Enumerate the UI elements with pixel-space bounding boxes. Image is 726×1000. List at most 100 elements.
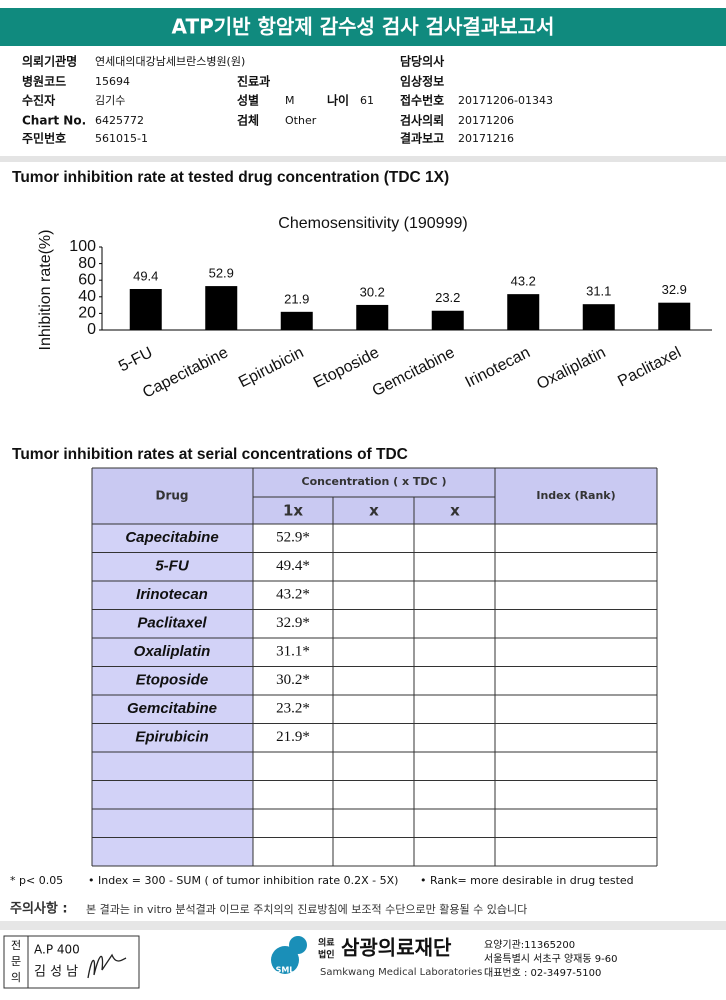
logo-circle [289,936,307,954]
info-value: 연세대의대강남세브란스병원(원) [95,55,245,68]
report-title: ATP기반 항암제 감수성 검사 검사결과보고서 [172,15,555,39]
bar [582,304,615,330]
y-tick-label: 40 [78,288,96,305]
info-label: 의뢰기관명 [22,54,77,69]
table-drug: Etoposide [136,672,209,689]
info-value: 6425772 [95,114,144,127]
logo-name: 삼광의료재단 [341,936,452,960]
info-label: 접수번호 [400,93,444,108]
table-drug: Irinotecan [136,586,208,603]
y-tick-label: 60 [78,271,96,288]
notice-label: 주의사항 : [10,901,68,917]
value-label: 31.1 [586,284,611,299]
footnote: * p< 0.05 [10,874,63,887]
info-value: 20171216 [458,132,514,145]
info-label: 나이 [327,93,349,108]
signature [87,953,127,979]
bar [658,302,691,330]
table-header: Concentration ( x TDC ) [302,475,447,488]
table-value: 49.4* [276,558,310,574]
y-tick-label: 80 [78,255,96,272]
info-label: 임상정보 [400,74,444,89]
value-label: 32.9 [662,282,687,297]
stamp-label: 전 [11,939,21,952]
value-label: 52.9 [209,266,234,281]
table-drug: Gemcitabine [127,700,217,717]
info-value: Other [285,114,317,127]
footnote: • Index = 300 - SUM ( of tumor inhibitio… [88,874,398,887]
table: Drug Concentration ( x TDC ) Index (Rank… [91,467,658,867]
table-value: 32.9* [276,615,310,631]
bar [280,311,313,330]
table-drug: Oxaliplatin [134,643,211,660]
table-subheader: x [450,502,460,520]
separator [0,156,726,162]
logo-english: Samkwang Medical Laboratories [320,967,482,978]
logo-circle [271,946,299,974]
pathologist-name: 김 성 남 [34,965,78,980]
value-label: 49.4 [133,268,158,283]
info-label: 주민번호 [22,131,66,146]
info-label: 검체 [237,113,259,128]
info-label: 병원코드 [22,74,66,89]
title-bar [0,8,726,46]
table-drug: Paclitaxel [137,615,207,632]
info-value: 15694 [95,75,130,88]
y-axis-label: Inhibition rate(%) [37,230,54,351]
notice-text: 본 결과는 in vitro 분석결과 이므로 주치의의 진료방침에 보조적 수… [86,902,527,916]
section-heading: Tumor inhibition rate at tested drug con… [12,169,449,186]
table-value: 23.2* [276,701,310,717]
chart-title: Chemosensitivity (190999) [278,215,467,232]
contact: 대표번호 : 02-3497-5100 [484,967,601,979]
value-label: 23.2 [435,290,460,305]
info-value: 561015-1 [95,132,148,145]
table-header: Index (Rank) [536,489,615,502]
table-value: 21.9* [276,729,310,745]
table-header: Drug [155,489,188,503]
table-header-bg [92,468,657,524]
info-value: 20171206 [458,114,514,127]
info-value: 김기수 [95,94,125,107]
info-label: 수진자 [22,93,55,108]
table-drug: Capecitabine [125,529,218,546]
bar [507,294,540,330]
separator [0,921,726,930]
stamp-label: 문 [11,955,21,968]
table-value: 52.9* [276,530,310,546]
section-heading: Tumor inhibition rates at serial concent… [12,446,408,463]
table-subheader: 1x [283,502,303,520]
info-label: 성별 [237,93,259,108]
info-label: 담당의사 [400,54,444,69]
contact: 요양기관:11365200 [484,939,575,951]
info-label: 검사의뢰 [400,113,444,128]
stamp-box [3,935,140,989]
contact: 서울특별시 서초구 양재동 9-60 [484,953,617,965]
table-value: 30.2* [276,672,310,688]
y-tick-label: 0 [87,321,96,338]
y-tick-label: 20 [78,305,96,322]
logo-small: 의료 [318,937,335,949]
info-value: M [285,94,295,107]
table-value: 31.1* [276,644,310,660]
table-drug: 5-FU [155,558,190,575]
value-label: 43.2 [511,274,536,289]
table-drug: Epirubicin [135,729,208,746]
info-label: 결과보고 [400,131,444,146]
info-value: 20171206-01343 [458,94,553,107]
pathologist-code: A.P 400 [34,943,80,957]
table-value: 43.2* [276,587,310,603]
stamp-label: 의 [11,971,21,984]
logo-small: 법인 [318,949,335,961]
logo-mark: SML [276,966,295,975]
value-label: 21.9 [284,291,309,306]
info-label: Chart No. [22,114,86,128]
table-subheader: x [369,502,379,520]
bar [431,310,464,330]
bar [356,304,389,330]
info-value: 61 [360,94,374,107]
bar [129,288,162,330]
value-label: 30.2 [360,284,385,299]
info-label: 진료과 [237,74,270,89]
